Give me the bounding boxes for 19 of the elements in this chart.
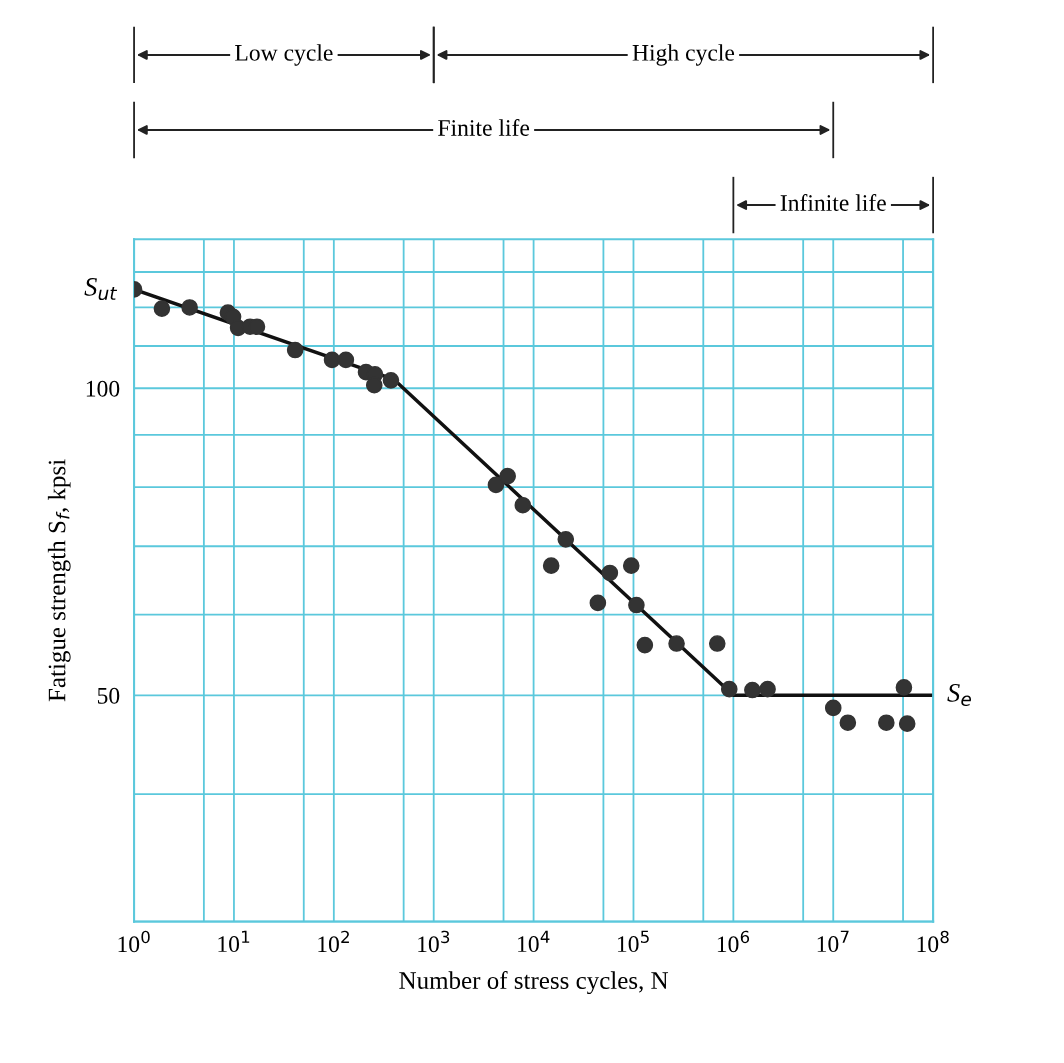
x-tick-label: 10$^{0}$ — [118, 930, 150, 953]
text: Low cycle — [235, 44, 333, 66]
x-tick-label: 10$^{7}$ — [817, 930, 849, 953]
x-tick-label: 10$^{2}$ — [318, 930, 349, 953]
y-tick-label: 50 — [97, 687, 120, 704]
x-tick-label: 10$^{4}$ — [518, 930, 550, 953]
text: Infinite life — [780, 194, 886, 211]
text: High cycle — [632, 44, 735, 66]
x-tick-label: 10$^{5}$ — [617, 930, 649, 953]
x-tick-label: 10$^{8}$ — [917, 930, 949, 953]
annotation: S$_{ut}$ — [84, 278, 118, 301]
x-tick-label: 10$^{6}$ — [717, 930, 750, 953]
y-axis-title: Fatigue strength S$_{f}$, kpsi — [47, 459, 71, 702]
x-tick-label: 10$^{3}$ — [418, 930, 450, 953]
annotation: S$_{e}$ — [947, 683, 972, 707]
y-tick-label: 100 — [86, 380, 120, 397]
x-tick-label: 10$^{1}$ — [218, 930, 250, 953]
text: Finite life — [438, 119, 530, 136]
x-axis-title: Number of stress cycles, N — [399, 971, 669, 995]
